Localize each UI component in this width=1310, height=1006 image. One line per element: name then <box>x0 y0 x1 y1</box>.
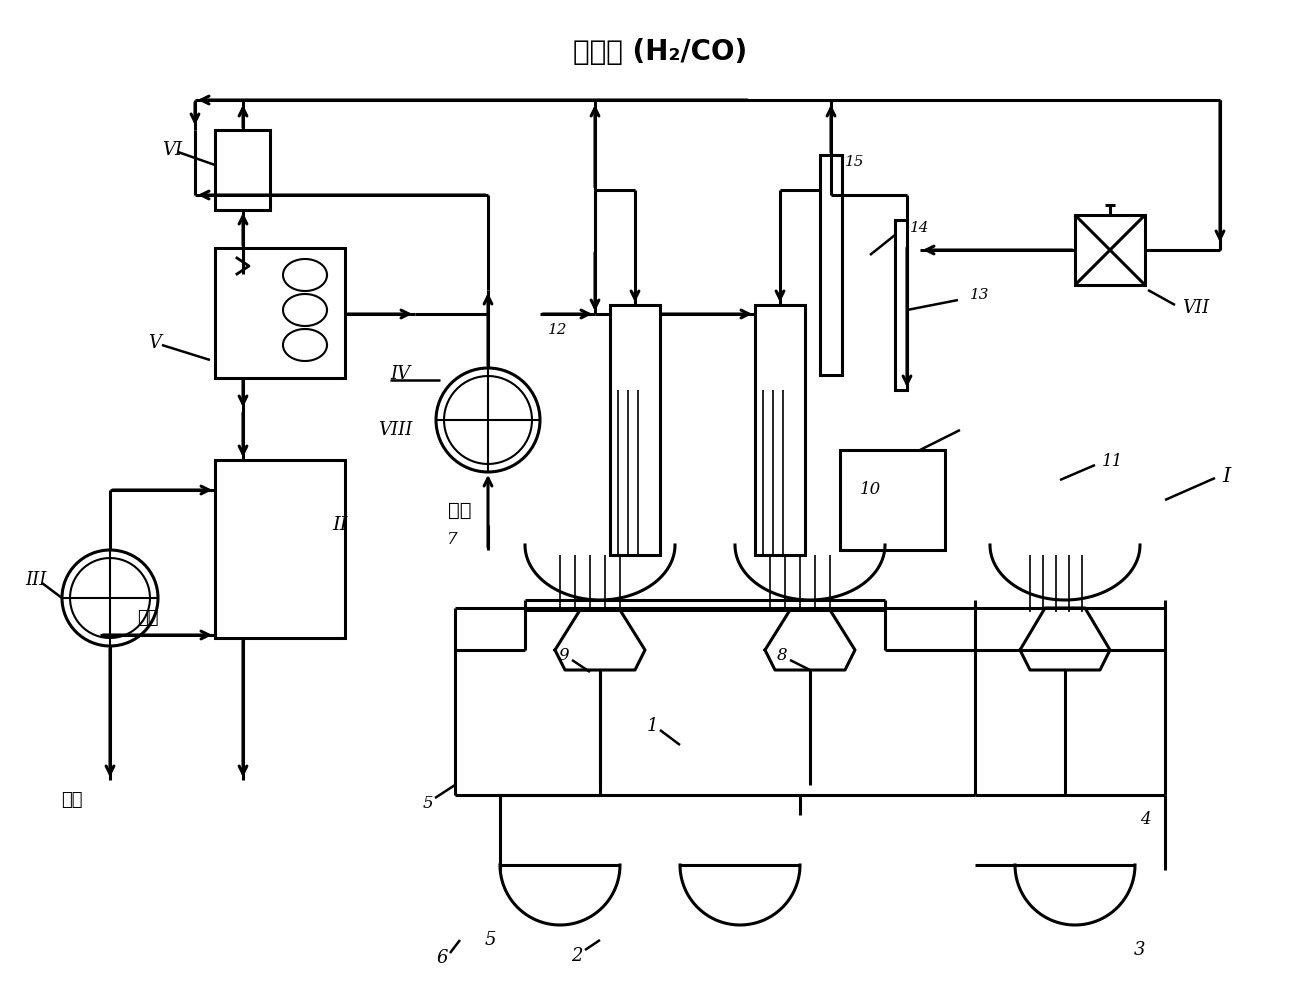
Text: 6: 6 <box>436 949 448 967</box>
Bar <box>215 130 270 210</box>
Bar <box>755 305 806 555</box>
Text: III: III <box>25 571 47 589</box>
Text: 废气: 废气 <box>138 609 159 627</box>
Bar <box>840 450 945 550</box>
Text: 合成气 (H₂/CO): 合成气 (H₂/CO) <box>572 38 747 66</box>
Text: 11: 11 <box>1102 454 1123 471</box>
Text: 15: 15 <box>845 155 865 169</box>
Bar <box>610 305 660 555</box>
Text: VI: VI <box>162 141 182 159</box>
Text: 13: 13 <box>969 288 989 302</box>
Text: II: II <box>333 516 347 534</box>
Text: IV: IV <box>390 365 410 383</box>
Bar <box>215 460 345 638</box>
Text: 4: 4 <box>1140 812 1150 829</box>
Bar <box>820 155 842 375</box>
Text: V: V <box>148 334 161 352</box>
Text: 12: 12 <box>549 323 567 337</box>
Bar <box>1076 215 1145 285</box>
Text: 3: 3 <box>1134 941 1146 959</box>
Text: 2: 2 <box>571 947 583 965</box>
Text: I: I <box>1222 467 1230 486</box>
Text: 7: 7 <box>447 531 457 548</box>
Text: 5: 5 <box>423 795 434 812</box>
Text: 8: 8 <box>777 648 787 665</box>
Text: 14: 14 <box>910 221 930 235</box>
Text: VIII: VIII <box>377 421 413 439</box>
Bar <box>895 220 907 390</box>
Bar <box>215 248 345 378</box>
Text: 9: 9 <box>558 648 570 665</box>
Text: 5: 5 <box>485 931 495 949</box>
Text: 甲醇: 甲醇 <box>62 791 83 809</box>
Text: 10: 10 <box>859 482 880 499</box>
Text: 1: 1 <box>646 717 658 735</box>
Text: VII: VII <box>1182 299 1209 317</box>
Text: 柴油: 柴油 <box>448 501 472 519</box>
